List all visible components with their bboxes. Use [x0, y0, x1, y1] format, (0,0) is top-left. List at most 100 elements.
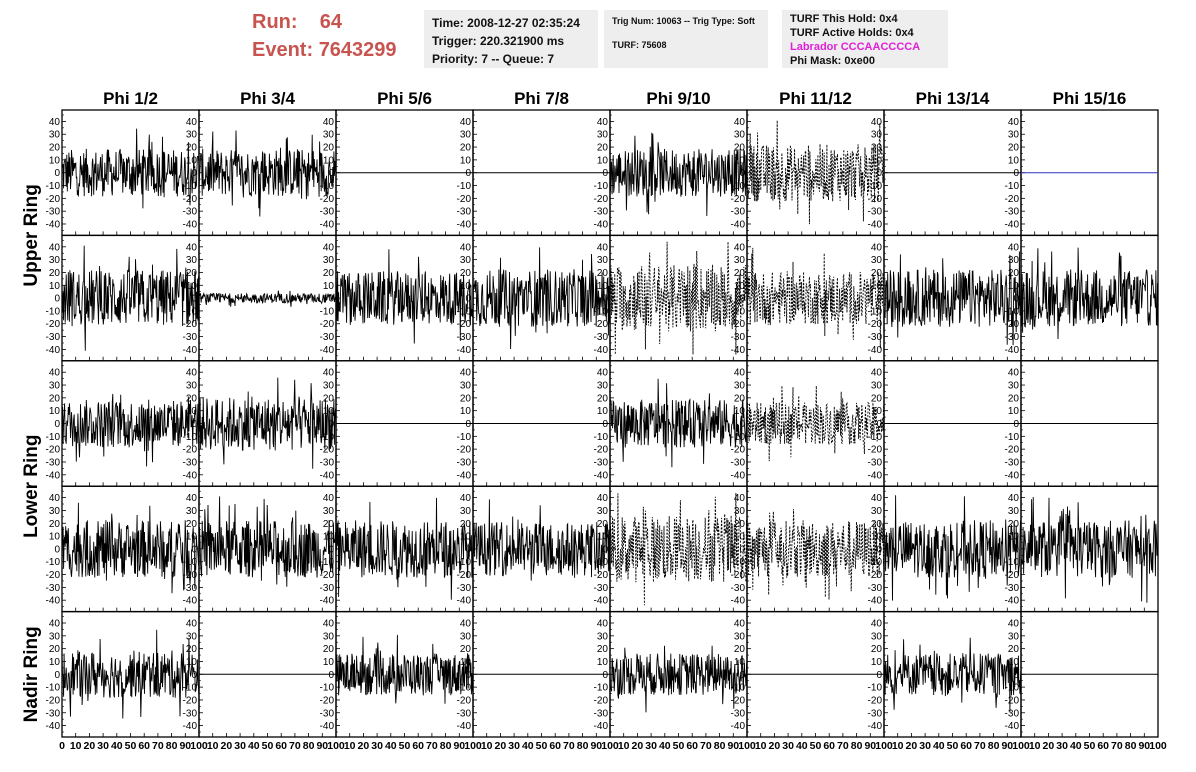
panel-r3-c4-ytick-label: 30 [460, 381, 472, 392]
panel-r4-c8-ytick-label: 0 [1013, 544, 1019, 555]
panel-r4-c5-ytick-label: 30 [597, 506, 609, 517]
panel-r5-c8-ytick-label: 20 [1008, 644, 1020, 655]
xtick-label-c7: 100 [1012, 740, 1030, 752]
panel-r4-c3-ytick-label: -40 [320, 596, 335, 607]
panel-r5-c7-ytick-label: -30 [868, 708, 883, 719]
panel-r5-c4-ytick-label: -30 [457, 708, 472, 719]
panel-r4-c7-trace [883, 495, 1022, 601]
xtick-label-c7: 80 [988, 740, 1000, 752]
ring-label-2: Lower Ring [21, 434, 42, 537]
panel-r2-c6-ytick-label: 10 [734, 281, 746, 292]
panel-r5-c7-ytick-label: 30 [871, 631, 883, 642]
panel-r2-c1-ytick-label: -40 [46, 345, 61, 356]
xtick-label-c6: 50 [810, 740, 822, 752]
run-value: 64 [319, 11, 343, 33]
panel-r3-c7-ytick-label: -40 [868, 470, 883, 481]
panel-r5-c3-ytick-label: -30 [320, 708, 335, 719]
panel-r1-c6-ytick-label: 10 [734, 155, 746, 166]
panel-r4-c6-ytick-label: 20 [734, 519, 746, 530]
panel-r4-c8-ytick-label: -30 [1005, 583, 1020, 594]
xtick-label-c4: 100 [601, 740, 619, 752]
panel-r2-c6-ytick-label: 0 [739, 294, 745, 305]
xtick-label-c5: 20 [632, 740, 644, 752]
panel-r5-c6-ytick-label: 10 [734, 657, 746, 668]
xtick-label-c1: 40 [111, 740, 123, 752]
panel-r3-c1-ytick-label: 40 [49, 368, 61, 379]
panel-r4-c3-ytick-label: 30 [323, 506, 335, 517]
panel-r5-c7-ytick-label: 10 [871, 657, 883, 668]
panel-r4-c3-trace [335, 497, 474, 600]
panel-r1-c6-ytick-label: 40 [734, 117, 746, 128]
panel-r3-c3-ytick-label: 0 [328, 419, 334, 430]
panel-r5-c1-ytick-label: -40 [46, 721, 61, 732]
panel-r1-c4-ytick-label: 0 [465, 168, 471, 179]
panel-r3-c2-ytick-label: -20 [183, 445, 198, 456]
ring-label-1: Upper Ring [21, 184, 42, 286]
xtick-label-c5: 80 [714, 740, 726, 752]
panel-r1-c8-ytick-label: 10 [1008, 155, 1020, 166]
panel-r3-c6-ytick-label: 10 [734, 406, 746, 417]
panel-r3-c5-trace [609, 378, 748, 468]
xtick-label-c6: 80 [851, 740, 863, 752]
panel-r1-c3-ytick-label: -30 [320, 207, 335, 218]
panel-r1-c5-ytick-label: 30 [597, 130, 609, 141]
panel-r1-c2-ytick-label: -10 [183, 181, 198, 192]
xtick-label-c6: 60 [823, 740, 835, 752]
panel-r1-c1-ytick-label: 20 [49, 143, 61, 154]
panel-r3-c6-ytick-label: -20 [731, 445, 746, 456]
panel-r4-c7-ytick-label: -20 [868, 570, 883, 581]
run-event-block: Run: 64 Event: 7643299 [252, 8, 397, 64]
panel-r2-c3-ytick-label: 10 [323, 281, 335, 292]
turf-info-box: TURF This Hold: 0x4 TURF Active Holds: 0… [782, 10, 948, 68]
panel-r5-c3-ytick-label: 30 [323, 631, 335, 642]
panel-r1-c4-ytick-label: 40 [460, 117, 472, 128]
panel-r1-c7-ytick-label: 10 [871, 155, 883, 166]
panel-r5-c3-ytick-label: 0 [328, 670, 334, 681]
panel-r4-c2-ytick-label: 20 [186, 519, 198, 530]
panel-r2-c1-trace [61, 245, 200, 351]
trigger-info-box: Trig Num: 10063 -- Trig Type: Soft TURF:… [604, 10, 768, 68]
panel-r5-c2-ytick-label: -10 [183, 683, 198, 694]
xtick-label-c8: 20 [1043, 740, 1055, 752]
panel-r3-c6-ytick-label: 20 [734, 393, 746, 404]
panel-r2-c5-ytick-label: 30 [597, 255, 609, 266]
panel-r2-c5-ytick-label: -10 [594, 306, 609, 317]
panel-r3-c4-ytick-label: -20 [457, 445, 472, 456]
panel-r3-c7-ytick-label: 0 [876, 419, 882, 430]
xtick-label-c3: 90 [453, 740, 465, 752]
panel-r5-c7-ytick-label: -40 [868, 721, 883, 732]
xtick-label-c7: 30 [919, 740, 931, 752]
panel-r4-c1-ytick-label: 0 [54, 544, 60, 555]
panel-r3-c2-ytick-label: 30 [186, 381, 198, 392]
panel-r3-c4-ytick-label: 20 [460, 393, 472, 404]
panel-r2-c3-trace [335, 249, 474, 344]
panel-r3-c5-ytick-label: 20 [597, 393, 609, 404]
panel-r2-c5-ytick-label: 0 [602, 294, 608, 305]
panel-r5-c1-trace [61, 629, 200, 719]
panel-r2-c7-ytick-label: 20 [871, 268, 883, 279]
panel-r4-c3-ytick-label: 0 [328, 544, 334, 555]
panel-r2-c7-ytick-label: 30 [871, 255, 883, 266]
panel-r4-c4-ytick-label: -20 [457, 570, 472, 581]
panel-r5-c2-ytick-label: 0 [191, 670, 197, 681]
xtick-label-c3: 20 [358, 740, 370, 752]
panel-r4-c7-ytick-label: 20 [871, 519, 883, 530]
panel-r4-c6-frame [746, 485, 885, 613]
panel-r3-c8-ytick-label: 20 [1008, 393, 1020, 404]
panel-r3-c7-ytick-label: 10 [871, 406, 883, 417]
trig-num-text: Trig Num: 10063 -- Trig Type: Soft [612, 16, 755, 26]
panel-r1-c2-ytick-label: 10 [186, 155, 198, 166]
panel-r3-c7-ytick-label: -10 [868, 432, 883, 443]
panel-r3-c4-ytick-label: -10 [457, 432, 472, 443]
panel-r1-c4-ytick-label: -20 [457, 194, 472, 205]
panel-r2-c6-ytick-label: -30 [731, 332, 746, 343]
panel-r1-c5-ytick-label: 20 [597, 143, 609, 154]
panel-r3-c8-ytick-label: 10 [1008, 406, 1020, 417]
panel-r5-c3-ytick-label: 20 [323, 644, 335, 655]
xtick-label-c2: 80 [303, 740, 315, 752]
panel-r4-c2-ytick-label: -10 [183, 557, 198, 568]
xtick-label-c6: 10 [755, 740, 767, 752]
panel-r2-c8-ytick-label: -30 [1005, 332, 1020, 343]
panel-r3-c7-ytick-label: 30 [871, 381, 883, 392]
panel-r4-c4-ytick-label: 10 [460, 532, 472, 543]
